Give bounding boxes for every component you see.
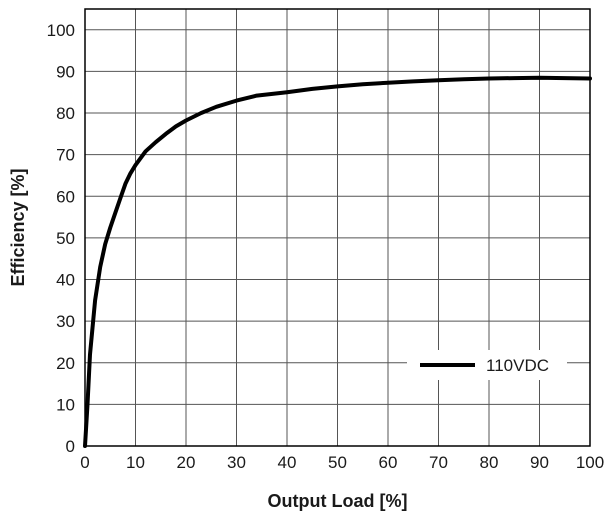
x-axis-title: Output Load [%] <box>268 491 408 511</box>
y-tick-label: 80 <box>56 104 75 123</box>
y-tick-label: 100 <box>47 21 75 40</box>
series-line-110vdc <box>83 75 592 448</box>
x-axis-ticks: 0 10 20 30 40 50 60 70 80 90 100 <box>80 453 604 472</box>
y-tick-label: 70 <box>56 146 75 165</box>
grid-lines <box>84 9 591 447</box>
y-axis-ticks: 0 10 20 30 40 50 60 70 80 90 100 <box>47 21 75 456</box>
y-tick-label: 40 <box>56 271 75 290</box>
x-tick-label: 40 <box>278 453 297 472</box>
x-tick-label: 0 <box>80 453 89 472</box>
x-tick-label: 30 <box>227 453 246 472</box>
legend: 110VDC <box>407 350 567 380</box>
y-tick-label: 50 <box>56 229 75 248</box>
x-tick-label: 100 <box>576 453 604 472</box>
y-axis-title: Efficiency [%] <box>8 168 28 286</box>
x-tick-label: 50 <box>328 453 347 472</box>
y-tick-label: 30 <box>56 312 75 331</box>
x-tick-label: 10 <box>126 453 145 472</box>
plot-frame <box>84 8 591 447</box>
y-tick-label: 0 <box>66 437 75 456</box>
legend-label-110vdc: 110VDC <box>486 356 549 375</box>
x-tick-label: 60 <box>379 453 398 472</box>
y-tick-label: 10 <box>56 395 75 414</box>
series-layer <box>83 75 592 448</box>
y-tick-label: 60 <box>56 187 75 206</box>
x-tick-label: 80 <box>480 453 499 472</box>
x-tick-label: 20 <box>177 453 196 472</box>
x-tick-label: 70 <box>429 453 448 472</box>
y-tick-label: 90 <box>56 62 75 81</box>
y-tick-label: 20 <box>56 354 75 373</box>
x-tick-label: 90 <box>530 453 549 472</box>
